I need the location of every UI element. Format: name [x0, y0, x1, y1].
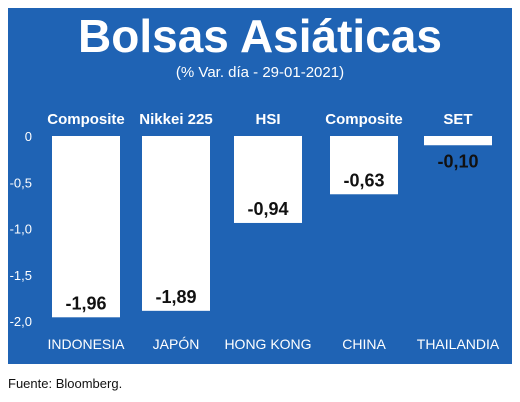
bar [234, 136, 302, 223]
y-tick-label: -1,5 [10, 268, 32, 283]
bar [330, 136, 398, 195]
bar [52, 136, 120, 318]
index-name-label: HSI [255, 111, 280, 128]
category-label: THAILANDIA [417, 336, 500, 352]
index-name-label: SET [443, 111, 472, 128]
bar-value-label: -1,96 [65, 293, 106, 313]
bar [142, 136, 210, 311]
chart-title: Bolsas Asiáticas [78, 10, 442, 62]
chart-subtitle: (% Var. día - 29-01-2021) [175, 64, 345, 81]
y-tick-label: 0 [25, 129, 32, 144]
category-label: CHINA [342, 336, 386, 352]
source-note: Fuente: Bloomberg. [8, 376, 123, 391]
index-name-label: Nikkei 225 [139, 111, 212, 128]
bar-value-label: -0,63 [343, 170, 384, 190]
category-label: HONG KONG [224, 336, 311, 352]
y-tick-label: -0,5 [10, 175, 32, 190]
index-name-label: Composite [47, 111, 125, 128]
bar-value-label: -1,89 [155, 287, 196, 307]
category-label: JAPÓN [153, 336, 200, 352]
bar-value-label: -0,94 [247, 199, 288, 219]
bar-value-label: -0,10 [437, 151, 478, 171]
category-label: INDONESIA [47, 336, 125, 352]
y-tick-label: -1,0 [10, 222, 32, 237]
index-name-label: Composite [325, 111, 403, 128]
bar [424, 136, 492, 146]
y-tick-label: -2,0 [10, 314, 32, 329]
